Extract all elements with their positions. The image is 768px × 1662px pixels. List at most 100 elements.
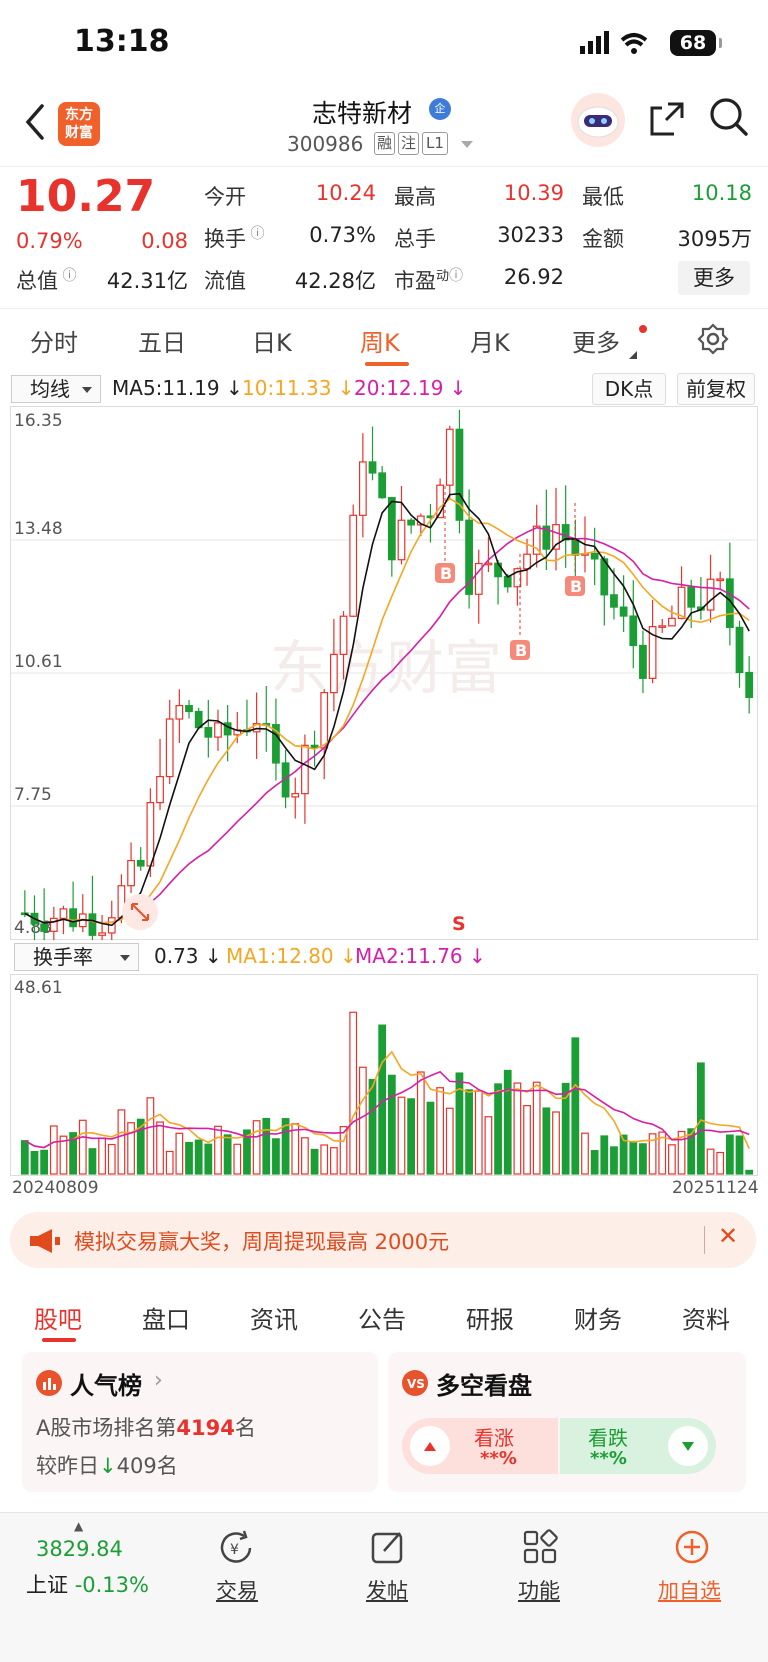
- tab-monthly-k[interactable]: 月K: [470, 329, 510, 357]
- trade-button[interactable]: 交易: [216, 1579, 258, 1603]
- indicator-select[interactable]: 均线: [11, 375, 101, 403]
- search-icon[interactable]: [708, 96, 750, 138]
- popularity-card[interactable]: 人气榜 › A股市场排名第4194名 较昨日↓409名: [22, 1352, 378, 1492]
- turnover-ma1-label: MA1:12.80 ↓: [226, 944, 357, 968]
- candle-body: [358, 461, 367, 516]
- down-triangle-icon: [668, 1426, 708, 1466]
- kline-chart[interactable]: 东方财富 16.35 13.48 10.61 7.75 4.88 B B B S: [10, 406, 758, 940]
- candle-body: [745, 671, 754, 698]
- turnover-bar: [40, 1149, 49, 1175]
- tab-daily-k[interactable]: 日K: [252, 329, 292, 357]
- turnover-bar: [484, 1116, 493, 1175]
- candle-body: [639, 644, 647, 679]
- turnover-bar: [281, 1118, 290, 1175]
- tab-news[interactable]: 资讯: [250, 1306, 298, 1334]
- tab-announcements[interactable]: 公告: [358, 1306, 406, 1334]
- turnover-ma1-line: [24, 1050, 750, 1150]
- turnover-bar: [252, 1120, 261, 1175]
- robot-assistant-icon[interactable]: [570, 92, 626, 148]
- index-info[interactable]: 上证 -0.13%: [26, 1573, 149, 1597]
- stock-name[interactable]: 志特新材: [312, 99, 413, 128]
- candle-body: [127, 859, 135, 887]
- turnover-bar: [214, 1125, 222, 1175]
- tab-research[interactable]: 研报: [466, 1306, 514, 1334]
- tab-intraday[interactable]: 分时: [30, 329, 78, 357]
- candle-body: [320, 692, 329, 749]
- candle-body: [349, 514, 358, 617]
- turnover-bar: [696, 1062, 705, 1175]
- candle-body: [397, 519, 406, 561]
- active-tab-indicator: [365, 362, 409, 366]
- dk-point-button[interactable]: DK点: [592, 373, 666, 405]
- turnover-bar: [136, 1118, 145, 1175]
- candle-body: [156, 775, 164, 804]
- candle-body: [339, 615, 348, 655]
- functions-button[interactable]: 功能: [518, 1579, 560, 1603]
- more-quote-button[interactable]: 更多: [678, 261, 750, 295]
- red-dot-icon: [629, 325, 647, 359]
- tab-orderbook[interactable]: 盘口: [142, 1306, 190, 1334]
- add-watchlist-button[interactable]: 加自选: [658, 1579, 721, 1603]
- adjust-button[interactable]: 前复权: [677, 373, 755, 405]
- candle-body: [465, 519, 473, 595]
- buy-marker[interactable]: [565, 576, 585, 596]
- post-button[interactable]: 发帖: [366, 1579, 408, 1603]
- turnover-chart[interactable]: 48.61: [10, 974, 758, 1176]
- vs-icon: VS: [402, 1370, 428, 1396]
- pe-label[interactable]: 市盈动ⓘ: [394, 268, 464, 293]
- tab-weekly-k[interactable]: 周K: [360, 329, 400, 357]
- total-value-label[interactable]: 总值 ⓘ: [16, 268, 77, 293]
- svg-text:VS: VS: [407, 1377, 425, 1391]
- buy-marker[interactable]: [510, 640, 530, 660]
- trade-icon[interactable]: ¥: [218, 1529, 256, 1567]
- sell-marker[interactable]: S: [452, 913, 466, 935]
- last-price: 10.27: [16, 171, 156, 222]
- turnover-bar: [561, 1082, 570, 1175]
- turnover-bar: [49, 1125, 58, 1175]
- float-value: 42.28亿: [294, 269, 376, 293]
- dropdown-arrow-icon[interactable]: [460, 140, 474, 150]
- buy-marker[interactable]: [435, 563, 455, 583]
- candle-body: [445, 428, 454, 486]
- enterprise-badge-icon: 企: [429, 98, 451, 120]
- long-short-card[interactable]: VS 多空看盘 看涨 **% 看跌 **%: [388, 1352, 746, 1492]
- turnover-label[interactable]: 换手 ⓘ: [204, 226, 265, 251]
- functions-icon[interactable]: [522, 1529, 558, 1565]
- candle-body: [204, 727, 213, 738]
- candle-body: [455, 428, 464, 521]
- gear-icon[interactable]: [697, 323, 729, 355]
- tab-financials[interactable]: 财务: [574, 1306, 622, 1334]
- sub-indicator-select[interactable]: 换手率: [14, 943, 139, 971]
- candle-body: [658, 625, 667, 628]
- share-icon[interactable]: [648, 98, 688, 138]
- tab-five-day[interactable]: 五日: [138, 329, 186, 357]
- amount-label: 金额: [582, 227, 624, 251]
- tab-profile[interactable]: 资料: [682, 1306, 730, 1334]
- close-icon[interactable]: ✕: [718, 1222, 739, 1250]
- info-icon: ⓘ: [58, 268, 77, 284]
- turnover-bar: [416, 1071, 425, 1175]
- turnover-bar: [426, 1101, 435, 1175]
- turnover-bar: [291, 1123, 300, 1175]
- turnover-bar: [639, 1143, 647, 1175]
- add-watchlist-icon[interactable]: [674, 1529, 710, 1565]
- candle-body: [59, 908, 68, 919]
- index-value[interactable]: 3829.84: [36, 1537, 123, 1561]
- candle-body: [552, 524, 560, 550]
- candle-body: [474, 562, 483, 595]
- post-icon[interactable]: [370, 1529, 406, 1565]
- bearish-button[interactable]: 看跌 **%: [560, 1418, 716, 1474]
- tab-forum[interactable]: 股吧: [34, 1306, 82, 1334]
- promo-banner[interactable]: 模拟交易赢大奖，周周提现最高 2000元 ✕: [10, 1212, 756, 1268]
- buy-marker-label: B: [570, 577, 582, 596]
- turnover-bar: [88, 1148, 97, 1175]
- turnover-bar: [474, 1090, 483, 1175]
- candle-body: [677, 586, 686, 619]
- turnover-bar: [716, 1151, 725, 1175]
- bullish-button[interactable]: 看涨 **%: [402, 1418, 558, 1474]
- candle-body: [436, 484, 445, 519]
- tab-more[interactable]: 更多: [572, 329, 620, 357]
- candle-body: [532, 525, 541, 555]
- back-arrow-icon[interactable]: [22, 102, 46, 142]
- candle-body: [610, 594, 618, 608]
